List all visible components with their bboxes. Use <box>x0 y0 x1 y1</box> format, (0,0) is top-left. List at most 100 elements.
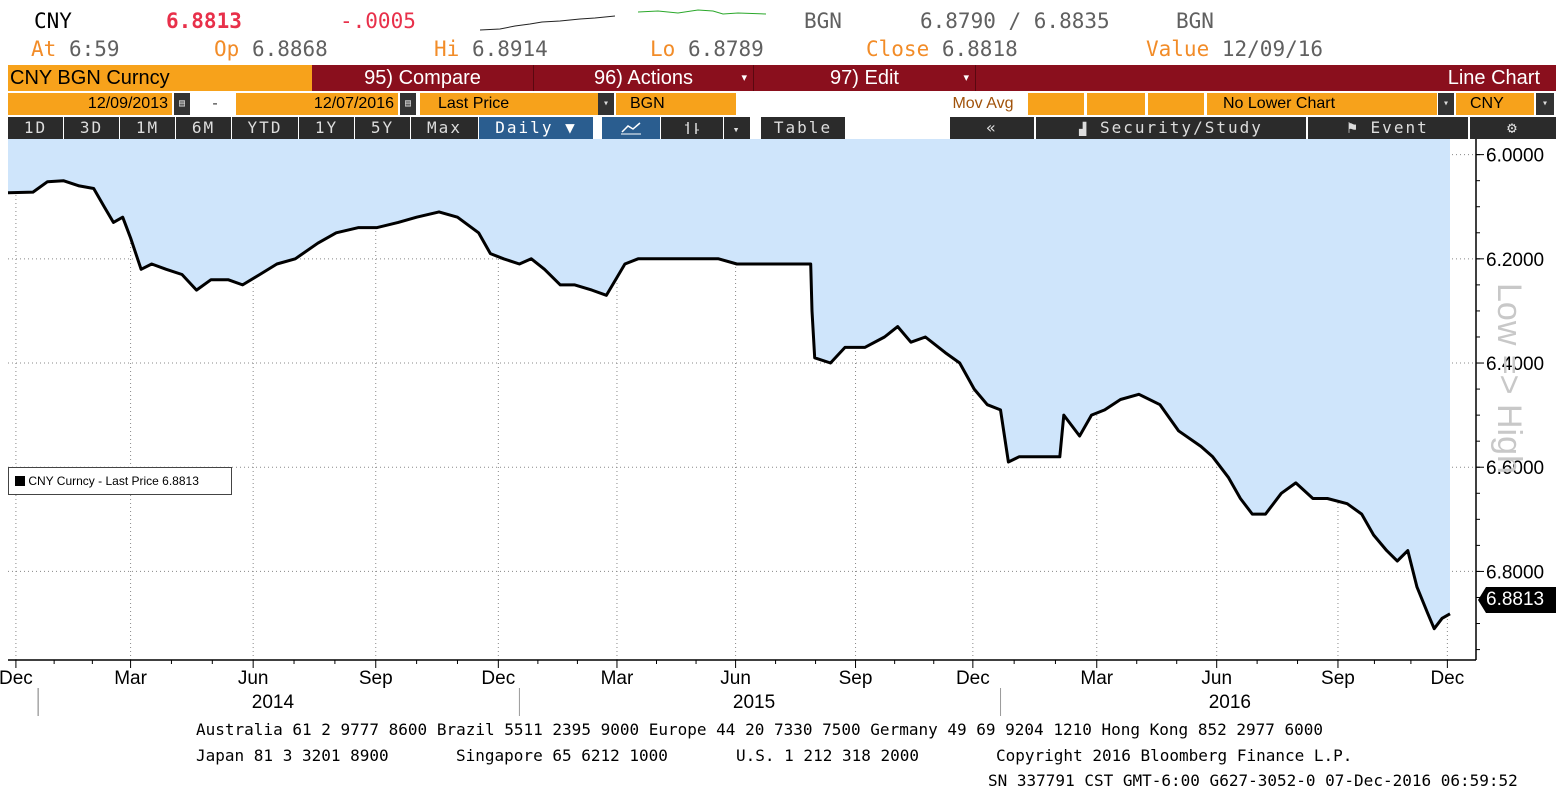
flag-icon: ⚑ <box>1347 118 1359 137</box>
last-price-tag: 6.8813 <box>1478 587 1556 613</box>
period-3d[interactable]: 3D <box>64 117 119 139</box>
footer-copyright: Copyright 2016 Bloomberg Finance L.P. <box>996 746 1353 765</box>
legend-box[interactable]: CNY Curncy - Last Price 6.8813 <box>8 467 232 495</box>
x-tick-label: Sep <box>359 668 393 689</box>
actions-menu[interactable]: 96) Actions ▾ <box>534 65 754 91</box>
low-value: 6.8789 <box>687 37 764 61</box>
period-5y[interactable]: 5Y <box>355 117 410 139</box>
edit-menu[interactable]: 97) Edit ▾ <box>754 65 976 91</box>
ask-source: BGN <box>1176 9 1214 33</box>
footer-phones-1: Australia 61 2 9777 8600 Brazil 5511 239… <box>196 720 1324 739</box>
start-date-input[interactable]: 12/09/2013 <box>8 93 172 115</box>
mov-avg-label: Mov Avg <box>952 95 1014 112</box>
legend-text: CNY Curncy - Last Price 6.8813 <box>28 474 199 488</box>
price-change: -.0005 <box>340 9 416 33</box>
at-label: At <box>31 37 57 61</box>
y-tick-label: 6.2000 <box>1486 250 1544 271</box>
y-tick-label: 6.0000 <box>1486 146 1544 167</box>
footer-phone-japan: Japan 81 3 3201 8900 <box>196 746 389 765</box>
field-select[interactable]: Last Price <box>420 93 598 115</box>
lower-chart-select[interactable]: No Lower Chart <box>1207 93 1437 115</box>
price-line <box>7 179 1451 631</box>
mov-avg-input-2[interactable] <box>1087 93 1145 115</box>
period-max[interactable]: Max <box>411 117 478 139</box>
open-label: Op <box>214 37 240 61</box>
intraday-sparkline-black <box>480 15 615 31</box>
footer-session-info: SN 337791 CST GMT-6:00 G627-3052-0 07-De… <box>988 771 1518 790</box>
x-tick-label: Jun <box>238 668 269 689</box>
price-chart[interactable]: Dec Mar Jun Sep Dec Mar Jun Sep Dec Mar Jun Sep Dec 2… <box>0 139 1564 719</box>
high-label: Hi <box>434 37 460 61</box>
security-study-label: Security/Study <box>1100 118 1263 137</box>
security-field[interactable]: CNY BGN Curncy <box>8 65 312 91</box>
end-calendar-icon[interactable]: ▤ <box>400 93 416 115</box>
high-value: 6.8914 <box>471 37 548 61</box>
lower-chart-dropdown-icon[interactable]: ▾ <box>1438 93 1454 115</box>
x-tick-label: Mar <box>1080 668 1113 689</box>
chart-style-dropdown-icon: ▾ <box>732 123 742 136</box>
y-tick-label: 6.6000 <box>1486 458 1544 479</box>
y-tick-label: 6.8000 <box>1486 562 1544 583</box>
at-value: 6:59 <box>68 37 120 61</box>
actions-dropdown-icon: ▾ <box>741 72 747 84</box>
last-price-tag-value: 6.8813 <box>1486 589 1545 610</box>
gear-icon: ⚙ <box>1507 118 1519 137</box>
bid-ask: 6.8790 / 6.8835 <box>920 9 1110 33</box>
legend-swatch <box>15 476 25 486</box>
field-dropdown-icon[interactable]: ▾ <box>598 93 614 115</box>
year-label: 2015 <box>733 692 775 713</box>
close-value: 6.8818 <box>941 37 1018 61</box>
x-tick-label: Mar <box>114 668 147 689</box>
value-date: 12/09/16 <box>1221 37 1324 61</box>
period-1y[interactable]: 1Y <box>299 117 354 139</box>
edit-dropdown-icon: ▾ <box>963 72 969 84</box>
source-input[interactable]: BGN <box>616 93 736 115</box>
table-button[interactable]: Table <box>761 117 845 139</box>
line-style-button[interactable] <box>602 117 660 139</box>
currency-dropdown-icon[interactable]: ▾ <box>1536 93 1554 115</box>
open-value: 6.8868 <box>251 37 328 61</box>
at-field: At 6:59 <box>31 37 120 61</box>
value-label: Value <box>1146 37 1210 61</box>
open-field: Op 6.8868 <box>214 37 328 61</box>
compare-menu[interactable]: 95) Compare <box>312 65 534 91</box>
intraday-sparkline-green <box>638 9 766 15</box>
year-label: 2016 <box>1209 692 1251 713</box>
chart-style-dropdown[interactable]: ▾ <box>724 117 750 139</box>
rewind-button[interactable]: « <box>950 117 1034 139</box>
event-label: Event <box>1370 118 1429 137</box>
footer-phone-us: U.S. 1 212 318 2000 <box>736 746 920 765</box>
low-field: Lo 6.8789 <box>650 37 764 61</box>
start-calendar-icon[interactable]: ▤ <box>174 93 190 115</box>
mov-avg-input-1[interactable] <box>1028 93 1084 115</box>
bid-source: BGN <box>804 9 842 33</box>
value-date-field: Value 12/09/16 <box>1146 37 1323 61</box>
close-field: Close 6.8818 <box>866 37 1018 61</box>
y-tick-label: 6.4000 <box>1486 354 1544 375</box>
security-study-button[interactable]: ▟ Security/Study <box>1036 117 1306 139</box>
x-tick-label: Jun <box>1201 668 1232 689</box>
line-chart-icon <box>621 122 641 135</box>
x-tick-label: Mar <box>601 668 634 689</box>
currency-input[interactable]: CNY <box>1456 93 1534 115</box>
event-button[interactable]: ⚑ Event <box>1308 117 1468 139</box>
low-label: Lo <box>650 37 676 61</box>
axis-layer: Dec Mar Jun Sep Dec Mar Jun Sep Dec Mar Jun Sep Dec 2… <box>0 139 1544 716</box>
x-tick-label: Dec <box>1430 668 1464 689</box>
mov-avg-input-3[interactable] <box>1148 93 1204 115</box>
end-date-input[interactable]: 12/07/2016 <box>236 93 398 115</box>
period-ytd[interactable]: YTD <box>232 117 298 139</box>
bar-style-button[interactable] <box>661 117 723 139</box>
chart-type-label[interactable]: Line Chart <box>1447 67 1540 89</box>
x-tick-label: Dec <box>956 668 990 689</box>
period-1m[interactable]: 1M <box>120 117 175 139</box>
period-1d[interactable]: 1D <box>8 117 63 139</box>
period-6m[interactable]: 6M <box>176 117 231 139</box>
year-label: 2014 <box>252 692 295 713</box>
ohlc-bars-icon <box>685 122 699 134</box>
settings-button[interactable]: ⚙ <box>1470 117 1556 139</box>
area-fill <box>8 139 1450 629</box>
frequency-select[interactable]: Daily ▼ <box>479 117 593 139</box>
edit-label: 97) Edit <box>830 67 899 89</box>
footer-phone-singapore: Singapore 65 6212 1000 <box>456 746 668 765</box>
